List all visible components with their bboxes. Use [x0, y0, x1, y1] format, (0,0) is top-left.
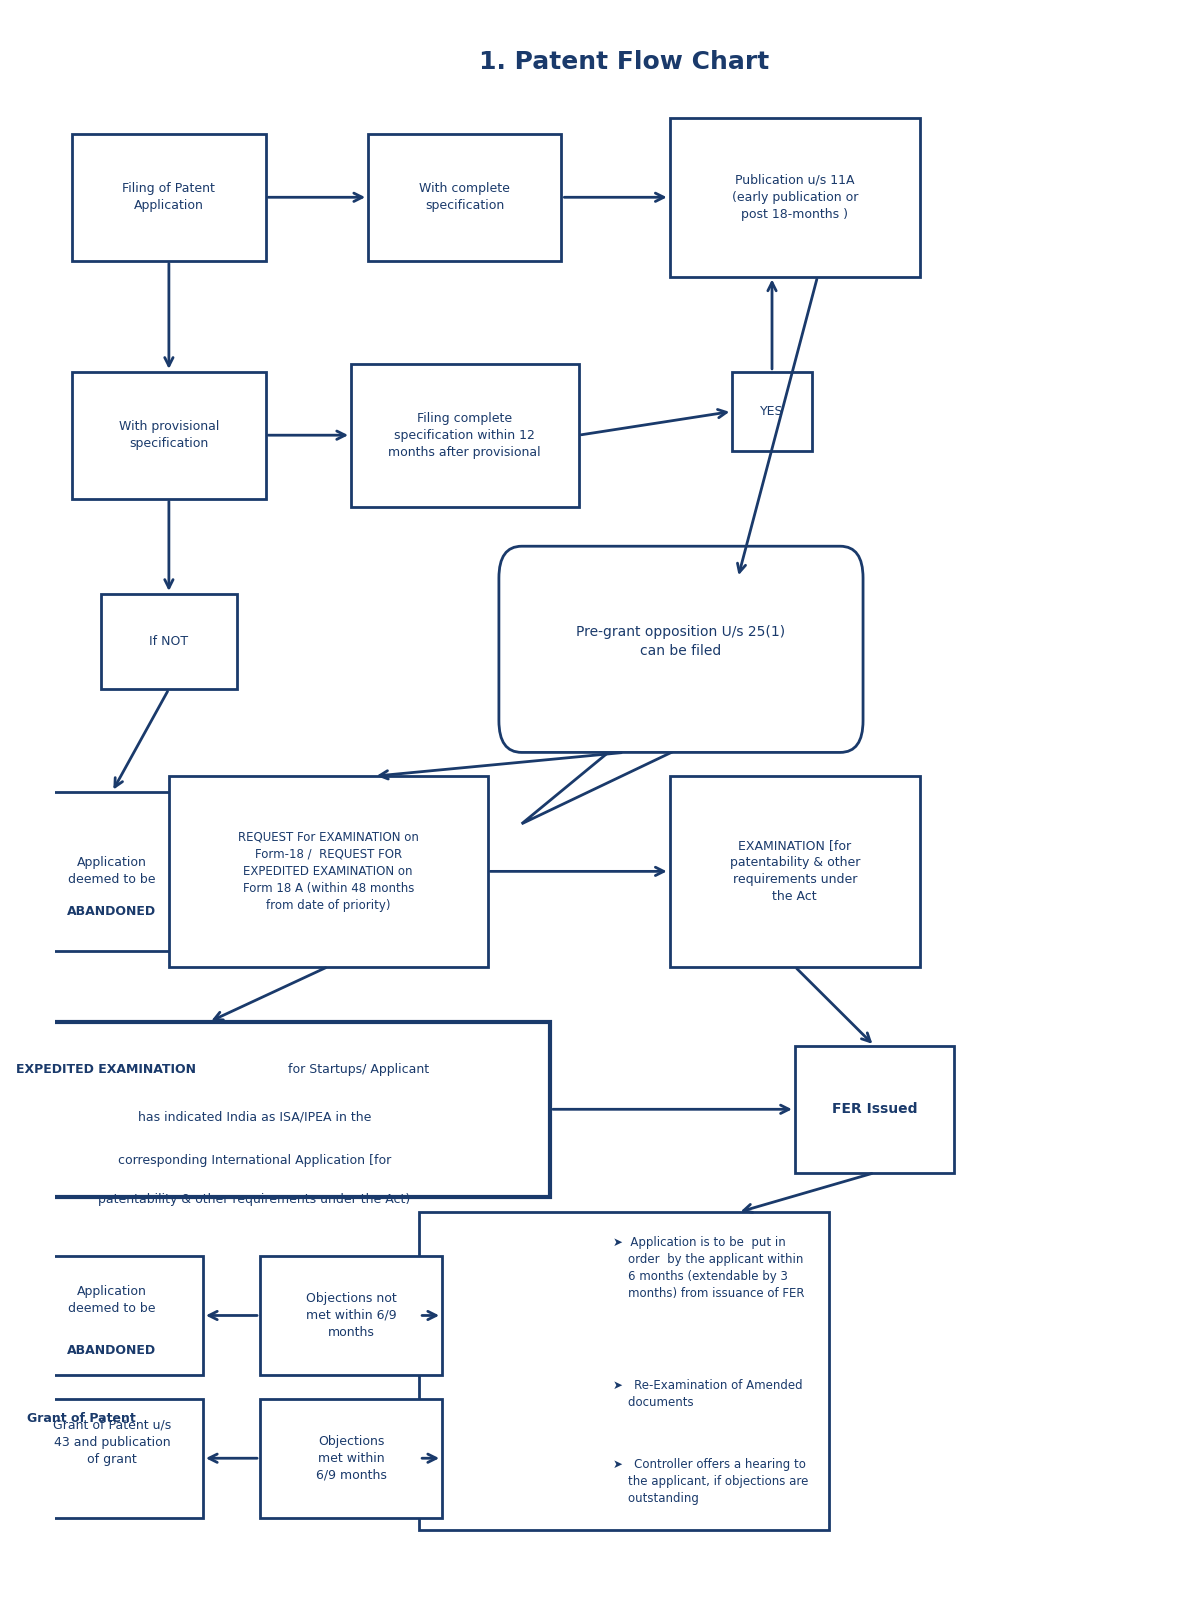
Text: Objections not
met within 6/9
months: Objections not met within 6/9 months — [306, 1291, 396, 1339]
Text: Grant of Patent: Grant of Patent — [26, 1413, 136, 1426]
Text: If NOT: If NOT — [149, 635, 188, 648]
Text: With complete
specification: With complete specification — [419, 182, 510, 213]
Text: With provisional
specification: With provisional specification — [119, 421, 220, 450]
Bar — [0, 1022, 550, 1197]
Text: Filing of Patent
Application: Filing of Patent Application — [122, 182, 215, 213]
Text: Filing complete
specification within 12
months after provisional: Filing complete specification within 12 … — [389, 411, 541, 459]
Bar — [72, 371, 265, 499]
Bar — [368, 134, 562, 261]
Text: for Startups/ Applicant: for Startups/ Applicant — [284, 1062, 430, 1077]
Text: ABANDONED: ABANDONED — [67, 1344, 156, 1357]
Text: has indicated India as ISA/IPEA in the: has indicated India as ISA/IPEA in the — [138, 1110, 371, 1123]
Text: FER Issued: FER Issued — [832, 1102, 917, 1117]
Text: Publication u/s 11A
(early publication or
post 18-months ): Publication u/s 11A (early publication o… — [732, 174, 858, 221]
Text: EXPEDITED EXAMINATION: EXPEDITED EXAMINATION — [17, 1062, 197, 1077]
Bar — [32, 792, 192, 950]
Bar — [260, 1398, 442, 1518]
Bar — [101, 594, 238, 690]
Bar — [72, 134, 265, 261]
Text: Objections
met within
6/9 months: Objections met within 6/9 months — [316, 1435, 386, 1482]
Text: ➤   Re-Examination of Amended
    documents: ➤ Re-Examination of Amended documents — [613, 1379, 803, 1410]
Bar — [20, 1398, 203, 1518]
Bar — [169, 776, 487, 966]
Text: patentability & other requirements under the Act): patentability & other requirements under… — [98, 1194, 410, 1206]
Text: Grant of Patent u/s
43 and publication
of grant: Grant of Patent u/s 43 and publication o… — [53, 1419, 172, 1466]
Text: YES: YES — [761, 405, 784, 418]
Text: Pre-grant opposition U/s 25(1)
can be filed: Pre-grant opposition U/s 25(1) can be fi… — [576, 624, 786, 658]
Bar — [794, 1046, 954, 1173]
FancyBboxPatch shape — [499, 546, 863, 752]
Text: Application
deemed to be: Application deemed to be — [68, 1285, 156, 1315]
Text: ➤  Application is to be  put in
    order  by the applicant within
    6 months : ➤ Application is to be put in order by t… — [613, 1237, 804, 1301]
Text: ➤   Controller offers a hearing to
    the applicant, if objections are
    outs: ➤ Controller offers a hearing to the app… — [613, 1458, 808, 1506]
Text: REQUEST For EXAMINATION on
Form-18 /  REQUEST FOR
EXPEDITED EXAMINATION on
Form : REQUEST For EXAMINATION on Form-18 / REQ… — [238, 830, 419, 912]
Polygon shape — [522, 720, 738, 824]
Text: 1. Patent Flow Chart: 1. Patent Flow Chart — [479, 51, 769, 75]
Bar — [260, 1256, 442, 1374]
Bar — [419, 1213, 829, 1530]
Bar — [20, 1256, 203, 1374]
Text: corresponding International Application [for: corresponding International Application … — [118, 1154, 391, 1166]
Bar — [670, 118, 920, 277]
Bar — [670, 776, 920, 966]
Bar — [732, 371, 812, 451]
Bar — [350, 363, 578, 507]
Text: ABANDONED: ABANDONED — [67, 904, 156, 917]
Text: Application
deemed to be: Application deemed to be — [68, 856, 156, 886]
Text: EXAMINATION [for
patentability & other
requirements under
the Act: EXAMINATION [for patentability & other r… — [730, 840, 860, 904]
